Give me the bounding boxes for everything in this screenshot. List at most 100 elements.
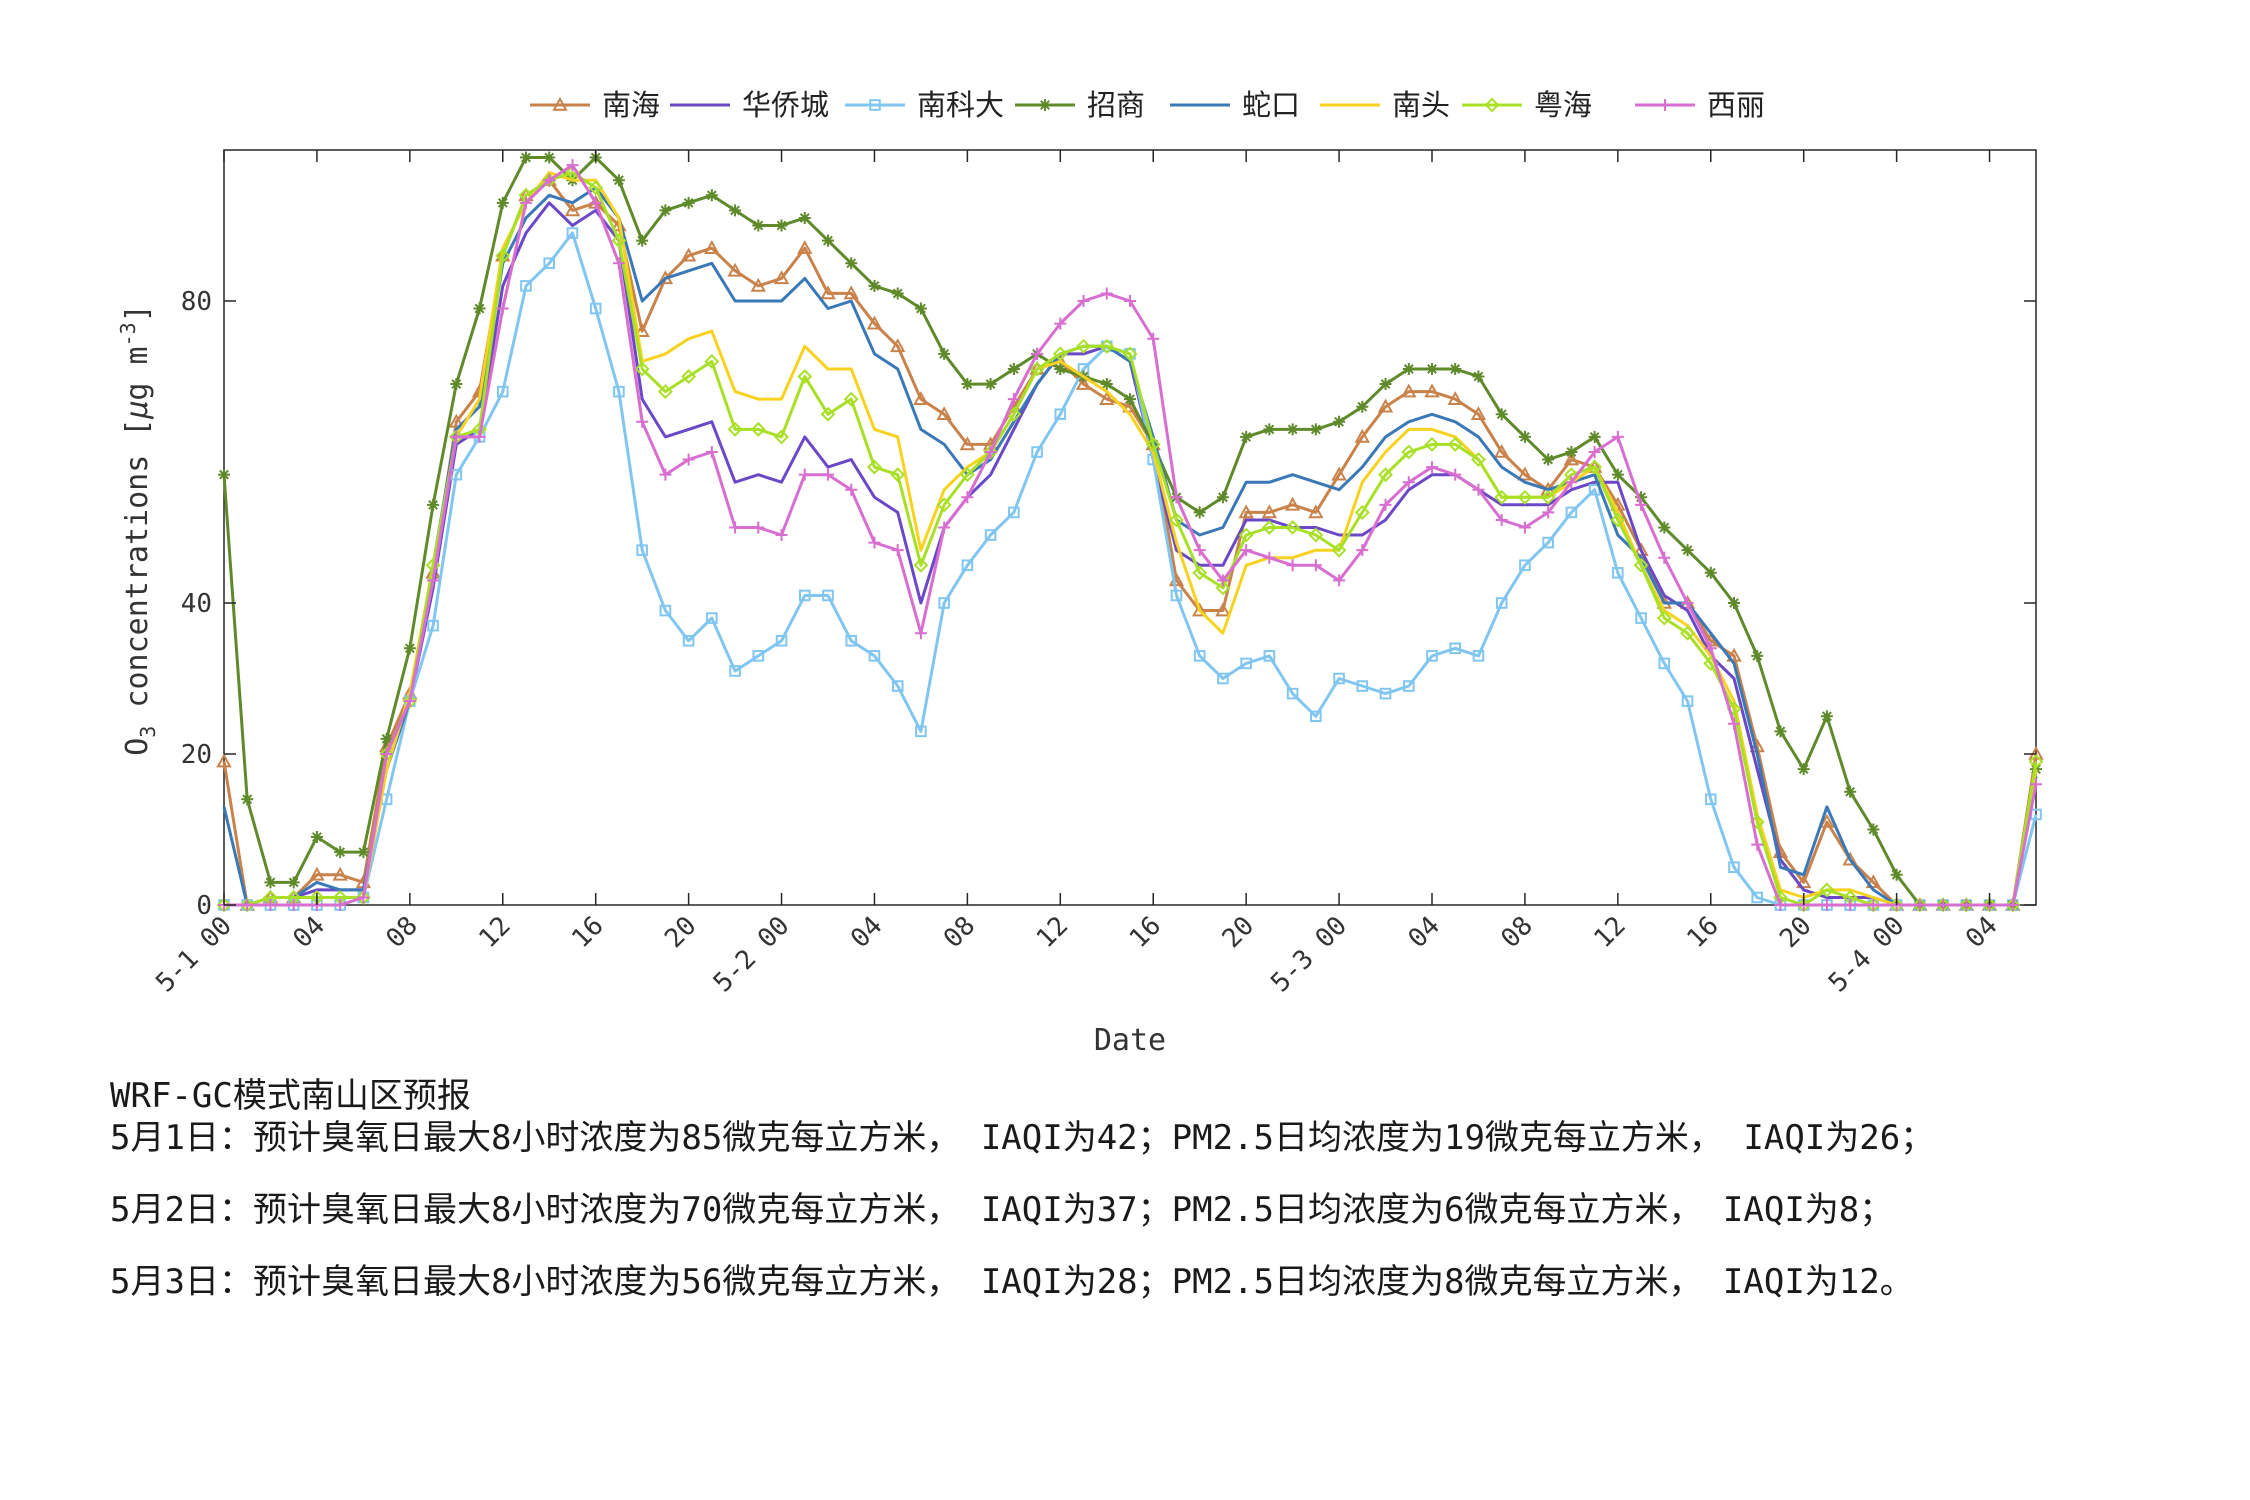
data-point [890, 467, 906, 483]
x-tick-label: 20 [1217, 911, 1260, 954]
data-point [1031, 446, 1043, 458]
data-point [1611, 430, 1624, 443]
data-point [1286, 559, 1299, 572]
data-point [473, 430, 486, 443]
data-point [1635, 498, 1648, 511]
data-point [1377, 398, 1394, 413]
data-point [2006, 899, 2019, 911]
legend-item: 蛇口 [1170, 88, 1300, 122]
data-point [1263, 650, 1276, 662]
data-point [566, 159, 579, 172]
data-point [1517, 489, 1533, 505]
forecast-text-block: WRF-GC模式南山区预报 5月1日：预计臭氧日最大8小时浓度为85微克每立方米… [110, 1075, 1934, 1333]
data-point [1449, 642, 1462, 655]
data-point [1193, 544, 1206, 557]
data-point [1309, 423, 1322, 436]
data-point [984, 378, 997, 391]
x-tick-label: 20 [1774, 911, 1817, 954]
x-tick-label: 5-1 00 [150, 911, 238, 999]
data-point [704, 353, 720, 369]
data-point [1587, 459, 1603, 475]
legend-item: 南科大 [845, 88, 1004, 122]
data-point [868, 536, 881, 549]
data-point [427, 574, 440, 587]
data-point [915, 725, 927, 738]
data-point [1540, 489, 1556, 505]
data-point [1658, 521, 1671, 534]
data-point [704, 240, 720, 254]
x-tick-label: 08 [1496, 911, 1539, 954]
data-point [1356, 680, 1369, 692]
data-point [798, 468, 811, 481]
data-point [1310, 710, 1322, 723]
forecast-line-day2: 5月2日：预计臭氧日最大8小时浓度为70微克每立方米， IAQI为37；PM2.… [110, 1190, 1894, 1230]
series-4 [218, 151, 2042, 911]
legend-item: 南海 [530, 88, 660, 122]
series-layer [216, 151, 2044, 913]
data-point [750, 277, 767, 292]
data-point [867, 459, 882, 475]
series-line [224, 171, 2038, 907]
data-point [659, 468, 672, 481]
data-point [889, 338, 906, 353]
data-point [1774, 899, 1787, 911]
data-point [403, 642, 416, 655]
legend-item: 西丽 [1635, 88, 1765, 122]
data-point [473, 302, 486, 315]
data-point [682, 634, 695, 647]
data-point [1819, 882, 1835, 898]
legend-label: 华侨城 [742, 88, 829, 122]
data-point [936, 497, 952, 513]
data-point [1356, 544, 1369, 557]
data-point [496, 302, 509, 315]
data-point [1819, 813, 1835, 828]
data-point [588, 180, 604, 196]
data-point [427, 619, 439, 632]
data-point [1517, 466, 1533, 481]
data-point [1656, 610, 1672, 626]
data-point [1286, 687, 1299, 700]
data-point [309, 866, 325, 881]
data-point [1122, 346, 1138, 362]
x-tick-label: 16 [1681, 911, 1724, 954]
data-point [1937, 899, 1950, 911]
data-point [1704, 642, 1717, 655]
data-point [1726, 647, 1742, 662]
data-point [682, 453, 695, 466]
data-point [1449, 362, 1462, 375]
data-point [495, 248, 511, 264]
x-tick-label: 12 [1031, 911, 1074, 954]
data-point [682, 196, 695, 209]
data-point [1447, 437, 1463, 452]
data-point [727, 421, 743, 437]
data-point [797, 369, 813, 384]
data-point [1007, 362, 1020, 375]
data-point [797, 240, 813, 254]
data-point [310, 831, 323, 844]
data-point [334, 846, 347, 859]
data-point [959, 436, 976, 451]
data-point [774, 429, 789, 445]
data-point [589, 196, 602, 209]
data-point [1054, 362, 1067, 375]
legend-marker [1039, 99, 1051, 111]
data-point [681, 369, 697, 384]
data-point [1356, 400, 1369, 413]
data-point [1170, 491, 1183, 504]
legend-marker [552, 96, 568, 111]
data-point [1193, 506, 1206, 519]
data-point [216, 753, 232, 768]
data-point [1333, 415, 1346, 428]
data-point [1635, 491, 1648, 504]
data-point [1261, 504, 1278, 519]
data-point [1193, 650, 1206, 662]
data-point [1865, 874, 1882, 889]
data-point [868, 279, 881, 292]
y-tick-label: 20 [181, 740, 212, 770]
legend-label: 南海 [602, 88, 660, 122]
data-point [450, 378, 463, 391]
data-point [822, 468, 834, 481]
data-point [1378, 467, 1393, 483]
data-point [1704, 793, 1717, 806]
data-point [1238, 504, 1254, 519]
